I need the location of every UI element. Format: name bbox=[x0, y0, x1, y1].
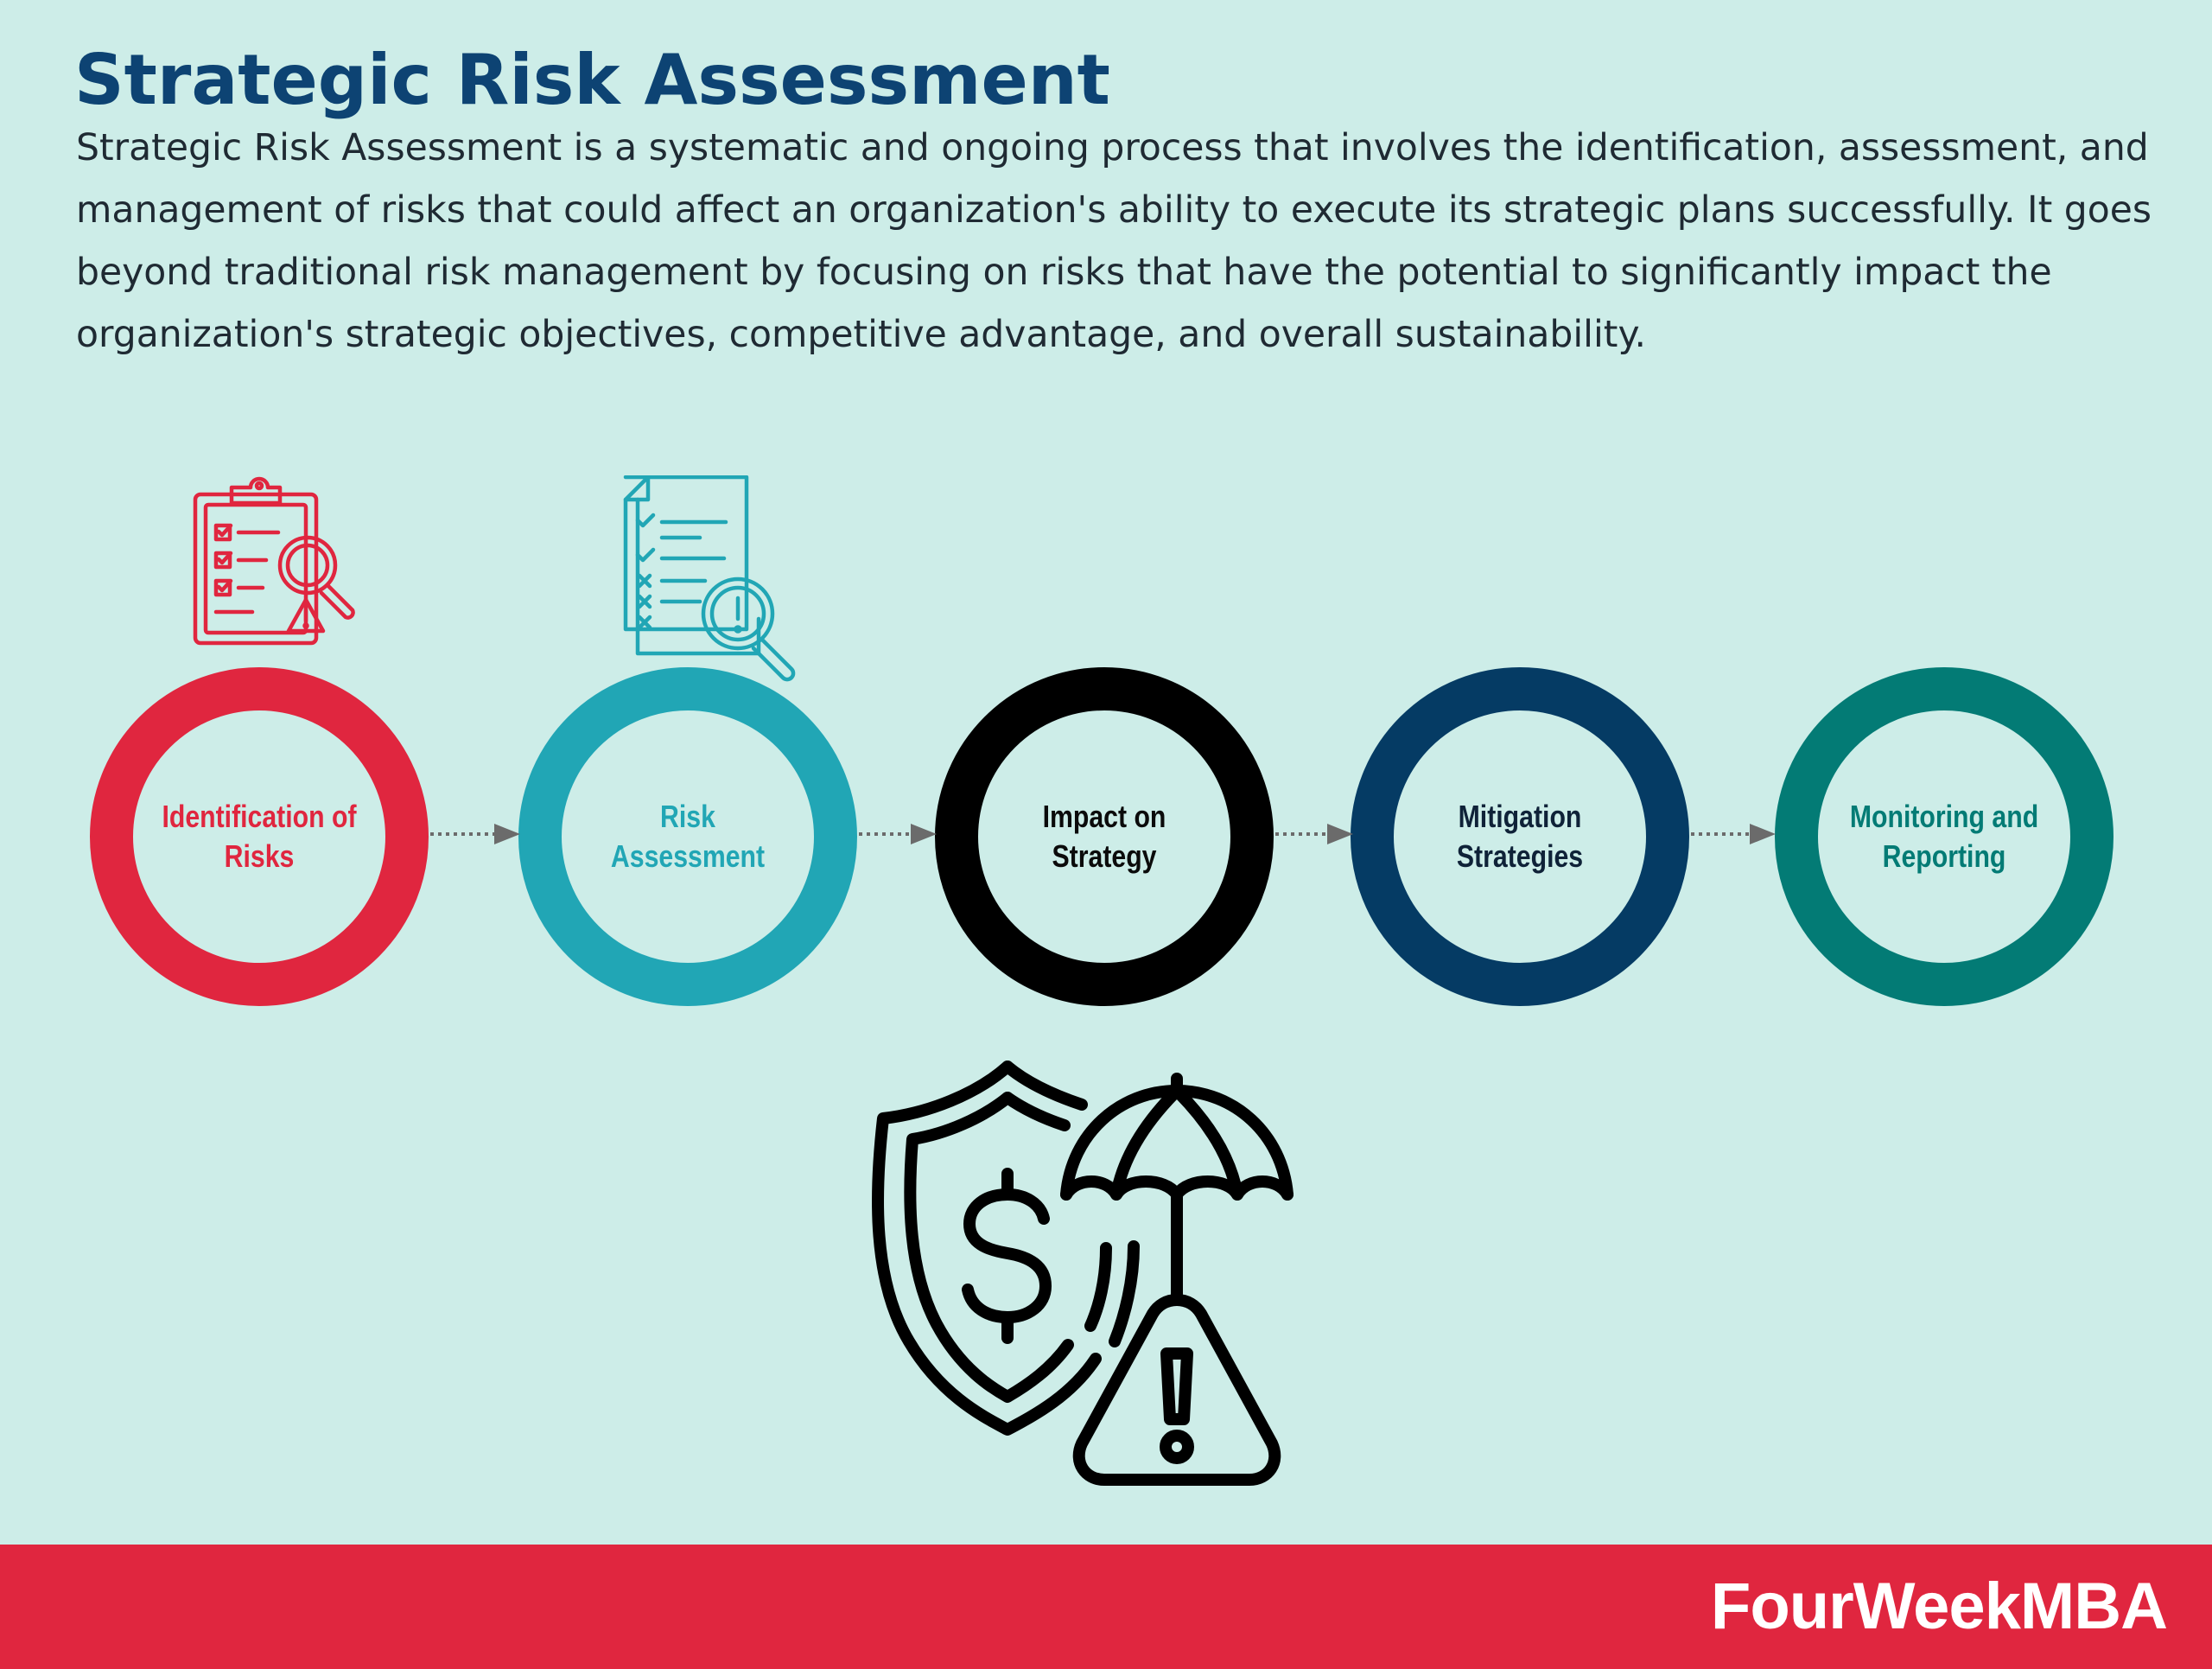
page-title: Strategic Risk Assessment bbox=[74, 40, 1110, 120]
step-monitoring-and-reporting: Monitoring and Reporting bbox=[1775, 667, 2113, 1006]
step-label: Risk Assessment bbox=[610, 799, 766, 874]
brand-logo: FourWeekMBA bbox=[1710, 1570, 2168, 1643]
step-impact-on-strategy: Impact on Strategy bbox=[935, 667, 1274, 1006]
footer-bar: FourWeekMBA bbox=[0, 1545, 2212, 1669]
step-label: Impact on Strategy bbox=[1042, 799, 1166, 874]
document-checklist-icon bbox=[623, 475, 796, 682]
dotted-arrow-icon bbox=[1691, 824, 1776, 844]
step-label: Identification of Risks bbox=[162, 799, 357, 874]
dotted-arrow-icon bbox=[859, 824, 937, 844]
step-identification-of-risks: Identification of Risks bbox=[90, 667, 429, 1006]
clipboard-checklist-icon bbox=[193, 476, 355, 646]
dotted-arrow-icon bbox=[1275, 824, 1353, 844]
step-mitigation-strategies: Mitigation Strategies bbox=[1351, 667, 1689, 1006]
step-label: Monitoring and Reporting bbox=[1849, 799, 2039, 874]
step-risk-assessment: Risk Assessment bbox=[518, 667, 857, 1006]
page-description: Strategic Risk Assessment is a systemati… bbox=[76, 127, 2152, 356]
step-label: Mitigation Strategies bbox=[1456, 799, 1584, 874]
dotted-arrow-icon bbox=[430, 824, 520, 844]
shield-dollar-umbrella-warning-icon bbox=[871, 1061, 1294, 1486]
